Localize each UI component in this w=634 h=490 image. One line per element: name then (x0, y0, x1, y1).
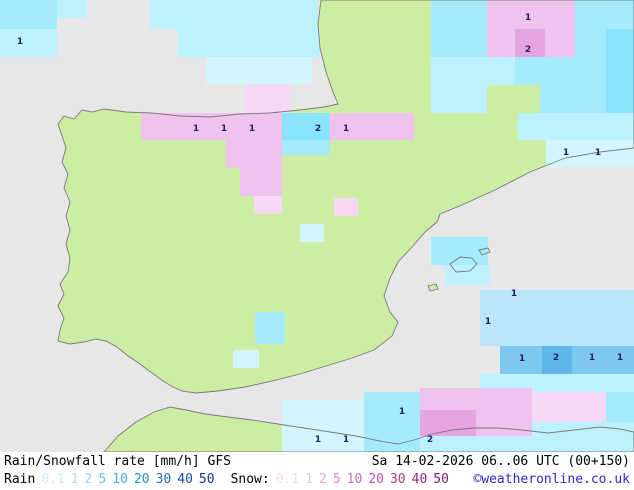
precip-cell (334, 198, 358, 216)
precip-cell (540, 85, 606, 113)
precip-cell (431, 85, 487, 113)
precip-cell (226, 140, 282, 168)
precip-cell (0, 29, 29, 57)
precip-cell (515, 57, 606, 85)
precip-value-label: 2 (525, 45, 531, 55)
footer: Rain/Snowfall rate [mm/h] GFS Sa 14-02-2… (0, 452, 634, 490)
precip-cell (282, 400, 364, 452)
precip-cell (141, 113, 282, 140)
rain-legend-value: 5 (98, 472, 107, 487)
precip-value-label: 1 (617, 353, 623, 363)
precip-cell (150, 0, 318, 29)
precip-cell (255, 312, 285, 344)
precipitation-map: 1 1 1 1 2 1 1 2 1 1 1 1 1 2 1 1 1 1 1 2 (0, 0, 634, 452)
precip-cell (431, 57, 515, 85)
precip-value-label: 1 (589, 353, 595, 363)
precip-value-label: 1 (17, 37, 23, 47)
snow-legend-value: 40 (411, 472, 428, 487)
precip-cell (515, 29, 545, 57)
map-area: 1 1 1 1 2 1 1 2 1 1 1 1 1 2 1 1 1 1 1 2 (0, 0, 634, 452)
precip-value-label: 1 (343, 124, 349, 134)
snow-legend-value: 5 (332, 472, 341, 487)
precip-value-label: 2 (427, 435, 433, 445)
snow-legend-values: 0.1 1 2 5 10 20 30 40 50 (276, 471, 455, 489)
precip-value-label: 1 (193, 124, 199, 134)
precip-cell (0, 0, 57, 29)
precip-value-label: 1 (511, 289, 517, 299)
precip-cell (364, 392, 420, 452)
precip-value-label: 1 (343, 435, 349, 445)
precip-cell (282, 113, 330, 140)
snow-legend-value: 2 (319, 472, 327, 487)
map-datetime: Sa 14-02-2026 06..06 UTC (00+150) (371, 454, 630, 469)
precip-cell (606, 29, 634, 113)
precip-value-label: 2 (553, 353, 559, 363)
footer-title-row: Rain/Snowfall rate [mm/h] GFS Sa 14-02-2… (4, 453, 630, 471)
precip-value-label: 1 (485, 317, 491, 327)
rain-legend-value: 30 (155, 472, 172, 487)
precip-cell (518, 113, 634, 140)
snow-legend-value: 20 (368, 472, 384, 487)
precip-value-labels-layer: 1 1 1 1 2 1 1 2 1 1 1 1 1 2 1 1 1 1 1 2 (17, 13, 623, 445)
precip-cell (420, 436, 634, 452)
snow-legend-value: 0.1 (275, 472, 300, 487)
precip-value-label: 1 (315, 435, 321, 445)
rain-legend-value: 50 (198, 472, 215, 487)
snow-legend-value: 50 (433, 472, 449, 487)
rain-legend-value: 0.1 (41, 472, 65, 487)
rain-legend-label: Rain (4, 472, 36, 487)
precip-cell (487, 0, 575, 29)
precip-cell (29, 29, 57, 57)
precip-cell (606, 392, 634, 426)
precip-cell (178, 29, 320, 57)
precip-cell (206, 57, 312, 84)
snow-legend-value: 1 (305, 472, 314, 487)
copyright-link[interactable]: ©weatheronline.co.uk (473, 472, 630, 487)
precip-cell (532, 422, 634, 438)
precip-cell (233, 350, 259, 368)
rain-legend-value: 2 (84, 472, 93, 487)
precip-cell (254, 196, 282, 214)
precip-cell (431, 237, 488, 265)
precip-cell (445, 265, 490, 285)
precip-cell (420, 410, 476, 436)
precip-value-label: 1 (399, 407, 405, 417)
precip-cell (300, 224, 324, 242)
precip-value-label: 1 (519, 354, 525, 364)
rain-legend-value: 1 (70, 472, 79, 487)
footer-legend-row: Rain 0.1 1 2 5 10 20 30 40 50 Snow: 0.1 1 2 5 10 20 30… (4, 471, 630, 489)
rain-legend-value: 10 (112, 472, 128, 487)
snow-legend-value: 30 (389, 472, 406, 487)
precip-cell (542, 346, 572, 374)
precip-cell (57, 0, 87, 18)
precip-value-label: 2 (315, 124, 321, 134)
precip-cell (282, 140, 330, 155)
precip-cell (240, 168, 282, 196)
precip-cell (476, 410, 532, 436)
precip-cell (245, 85, 290, 113)
snow-legend-value: 10 (346, 472, 363, 487)
precip-cell (330, 113, 414, 140)
precip-cell (532, 392, 606, 422)
precip-cell (480, 290, 634, 318)
rain-legend-value: 40 (177, 472, 193, 487)
snow-legend-label: Snow: (230, 472, 270, 487)
precip-value-label: 1 (525, 13, 531, 23)
precip-cell (480, 318, 634, 346)
precip-value-label: 1 (221, 124, 227, 134)
rain-legend-values: 0.1 1 2 5 10 20 30 40 50 (41, 471, 220, 489)
rain-legend-value: 20 (133, 472, 150, 487)
precip-value-label: 1 (595, 148, 601, 158)
precipitation-cells-layer (0, 0, 634, 452)
precip-value-label: 1 (249, 124, 255, 134)
precip-value-label: 1 (563, 148, 569, 158)
map-title: Rain/Snowfall rate [mm/h] GFS (4, 454, 231, 469)
